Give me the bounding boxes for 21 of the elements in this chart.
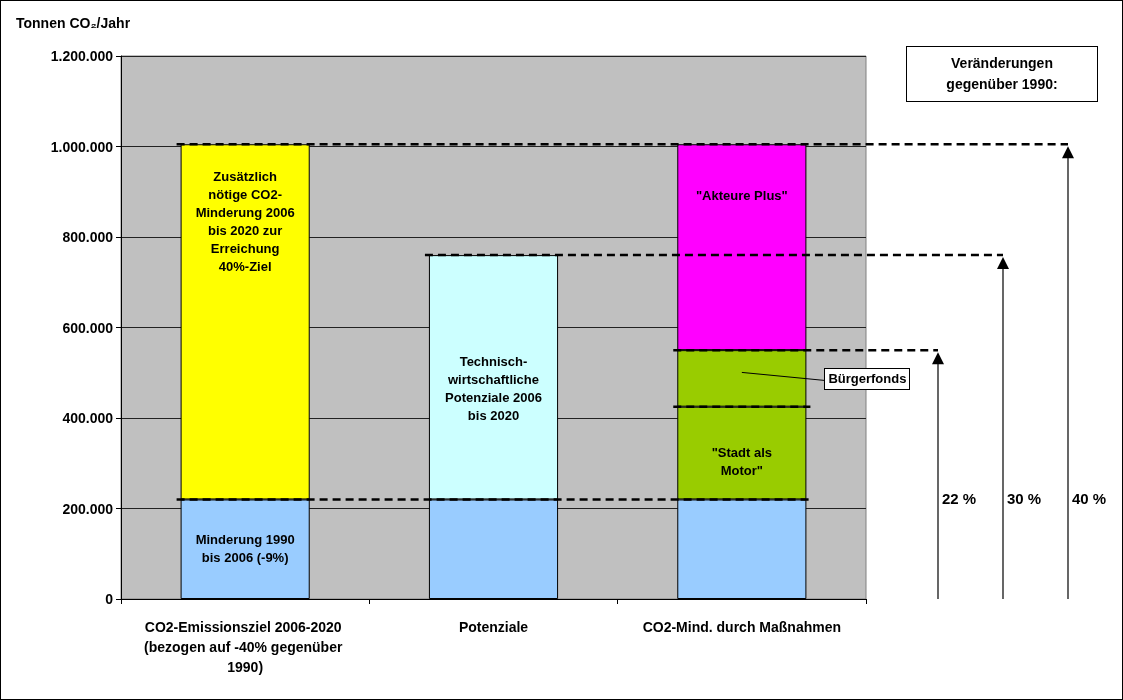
x-tick-label: CO2-Mind. durch Maßnahmen (642, 619, 842, 635)
text: 40 % (1072, 490, 1107, 507)
text: Veränderungen gegenüber 1990: (906, 46, 1098, 102)
annotation: Minderung 1990 bis 2006 (-9%) (195, 531, 295, 568)
y-tick-label: 200.000 (62, 500, 114, 517)
y-tick-label: 600.000 (62, 319, 114, 336)
x-tick-label: CO2-Emissionsziel 2006-2020 (bezogen auf -40% gegenüber 1990) (144, 619, 347, 675)
annotation: Zusätzlich nötige CO2-Minderung 2006 bis 2020 zur Erreichung 40%-Ziel (195, 168, 295, 277)
y-tick-label: 0 (105, 591, 114, 607)
text: 22 % (942, 490, 977, 507)
annotation: "Stadt als Motor" (710, 444, 773, 481)
y-axis-title: Tonnen CO₂/Jahr (16, 15, 131, 31)
annotation: "Akteure Plus" (694, 186, 789, 205)
y-tick-label: 800.000 (62, 229, 114, 245)
x-tick-label: Potenziale (458, 619, 529, 635)
annotation: Technisch-wirtschaftliche Potenziale 2006 bis 2020 (444, 353, 543, 426)
y-tick-label: 400.000 (62, 410, 114, 426)
annotation: Bürgerfonds (824, 368, 911, 391)
text: 30 % (1007, 490, 1042, 507)
y-tick-label: 1.200.000 (50, 48, 114, 64)
y-tick-label: 1.000.000 (50, 138, 114, 155)
